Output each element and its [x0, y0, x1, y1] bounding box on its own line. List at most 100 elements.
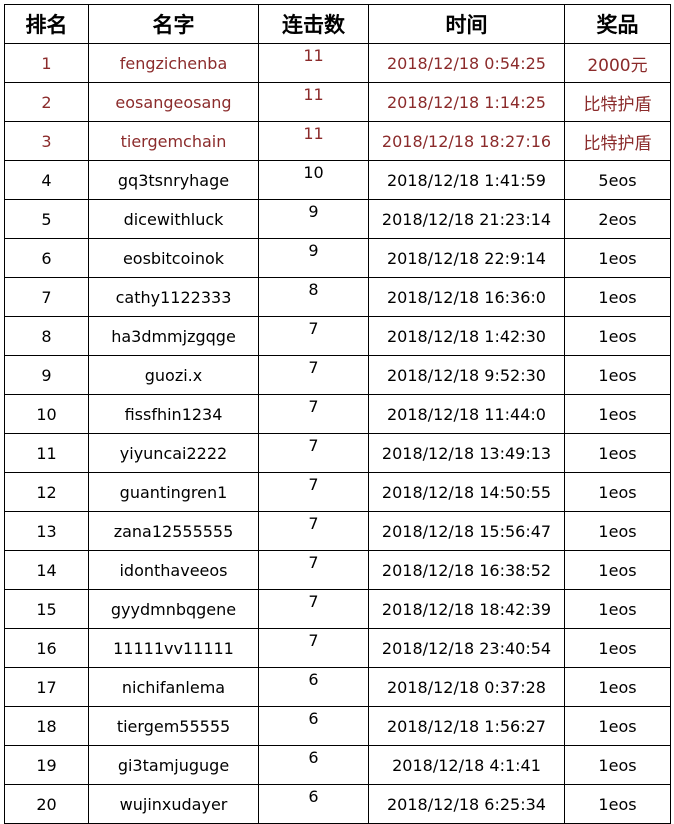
- table-row: 8 ha3dmmjzgqge 7 2018/12/18 1:42:30 1eos: [4, 316, 671, 356]
- name-cell: eosangeosang: [88, 82, 259, 122]
- name-cell: fengzichenba: [88, 43, 259, 83]
- prize-cell: 比特护盾: [564, 121, 671, 161]
- prize-cell: 2000元: [564, 43, 671, 83]
- table-row: 11 yiyuncai2222 7 2018/12/18 13:49:13 1eos: [4, 433, 671, 473]
- table-row: 3 tiergemchain 11 2018/12/18 18:27:16 比特护盾: [4, 121, 671, 161]
- prize-cell: 1eos: [564, 589, 671, 629]
- prize-cell: 1eos: [564, 745, 671, 785]
- rank-cell: 2: [4, 82, 89, 122]
- streak-cell: 7: [258, 394, 369, 434]
- table-body: 1 fengzichenba 11 2018/12/18 0:54:25 2000元 2 e…: [4, 43, 671, 824]
- streak-cell: 11: [258, 43, 369, 83]
- time-cell: 2018/12/18 15:56:47: [368, 511, 565, 551]
- time-cell: 2018/12/18 14:50:55: [368, 472, 565, 512]
- time-cell: 2018/12/18 23:40:54: [368, 628, 565, 668]
- prize-cell: 1eos: [564, 238, 671, 278]
- time-cell: 2018/12/18 1:42:30: [368, 316, 565, 356]
- table-row: 20 wujinxudayer 6 2018/12/18 6:25:34 1eos: [4, 784, 671, 824]
- rank-cell: 1: [4, 43, 89, 83]
- streak-cell: 10: [258, 160, 369, 200]
- rank-cell: 15: [4, 589, 89, 629]
- rank-cell: 18: [4, 706, 89, 746]
- time-cell: 2018/12/18 13:49:13: [368, 433, 565, 473]
- time-cell: 2018/12/18 18:42:39: [368, 589, 565, 629]
- ranking-table: 排名 名字 连击数 时间 奖品 1 fengzichenba 11 2018/12/1…: [4, 4, 671, 824]
- table-row: 15 gyydmnbqgene 7 2018/12/18 18:42:39 1eos: [4, 589, 671, 629]
- streak-cell: 9: [258, 199, 369, 239]
- name-cell: tiergemchain: [88, 121, 259, 161]
- name-cell: gq3tsnryhage: [88, 160, 259, 200]
- name-cell: fissfhin1234: [88, 394, 259, 434]
- rank-cell: 16: [4, 628, 89, 668]
- table-row: 6 eosbitcoinok 9 2018/12/18 22:9:14 1eos: [4, 238, 671, 278]
- rank-cell: 9: [4, 355, 89, 395]
- name-cell: guozi.x: [88, 355, 259, 395]
- time-cell: 2018/12/18 1:41:59: [368, 160, 565, 200]
- header-name: 名字: [88, 4, 259, 44]
- rank-cell: 19: [4, 745, 89, 785]
- streak-cell: 6: [258, 667, 369, 707]
- rank-cell: 11: [4, 433, 89, 473]
- time-cell: 2018/12/18 1:14:25: [368, 82, 565, 122]
- time-cell: 2018/12/18 16:36:0: [368, 277, 565, 317]
- table-row: 12 guantingren1 7 2018/12/18 14:50:55 1eos: [4, 472, 671, 512]
- table-row: 13 zana12555555 7 2018/12/18 15:56:47 1eos: [4, 511, 671, 551]
- prize-cell: 1eos: [564, 355, 671, 395]
- table-row: 2 eosangeosang 11 2018/12/18 1:14:25 比特护盾: [4, 82, 671, 122]
- streak-cell: 11: [258, 121, 369, 161]
- rank-cell: 13: [4, 511, 89, 551]
- name-cell: gyydmnbqgene: [88, 589, 259, 629]
- name-cell: gi3tamjuguge: [88, 745, 259, 785]
- streak-cell: 6: [258, 784, 369, 824]
- name-cell: cathy1122333: [88, 277, 259, 317]
- prize-cell: 5eos: [564, 160, 671, 200]
- prize-cell: 1eos: [564, 628, 671, 668]
- header-rank: 排名: [4, 4, 89, 44]
- rank-cell: 5: [4, 199, 89, 239]
- name-cell: dicewithluck: [88, 199, 259, 239]
- table-row: 16 11111vv11111 7 2018/12/18 23:40:54 1eos: [4, 628, 671, 668]
- header-prize: 奖品: [564, 4, 671, 44]
- time-cell: 2018/12/18 16:38:52: [368, 550, 565, 590]
- prize-cell: 1eos: [564, 472, 671, 512]
- rank-cell: 7: [4, 277, 89, 317]
- table-row: 9 guozi.x 7 2018/12/18 9:52:30 1eos: [4, 355, 671, 395]
- time-cell: 2018/12/18 1:56:27: [368, 706, 565, 746]
- time-cell: 2018/12/18 21:23:14: [368, 199, 565, 239]
- table-row: 17 nichifanlema 6 2018/12/18 0:37:28 1eos: [4, 667, 671, 707]
- time-cell: 2018/12/18 11:44:0: [368, 394, 565, 434]
- prize-cell: 1eos: [564, 667, 671, 707]
- rank-cell: 6: [4, 238, 89, 278]
- header-row: 排名 名字 连击数 时间 奖品: [4, 4, 671, 44]
- table-row: 7 cathy1122333 8 2018/12/18 16:36:0 1eos: [4, 277, 671, 317]
- streak-cell: 7: [258, 511, 369, 551]
- time-cell: 2018/12/18 0:37:28: [368, 667, 565, 707]
- table-row: 1 fengzichenba 11 2018/12/18 0:54:25 2000元: [4, 43, 671, 83]
- name-cell: ha3dmmjzgqge: [88, 316, 259, 356]
- rank-cell: 8: [4, 316, 89, 356]
- name-cell: tiergem55555: [88, 706, 259, 746]
- streak-cell: 7: [258, 472, 369, 512]
- streak-cell: 7: [258, 589, 369, 629]
- streak-cell: 7: [258, 433, 369, 473]
- prize-cell: 1eos: [564, 784, 671, 824]
- rank-cell: 10: [4, 394, 89, 434]
- rank-cell: 17: [4, 667, 89, 707]
- rank-cell: 12: [4, 472, 89, 512]
- streak-cell: 7: [258, 316, 369, 356]
- name-cell: nichifanlema: [88, 667, 259, 707]
- name-cell: idonthaveeos: [88, 550, 259, 590]
- prize-cell: 2eos: [564, 199, 671, 239]
- name-cell: zana12555555: [88, 511, 259, 551]
- time-cell: 2018/12/18 9:52:30: [368, 355, 565, 395]
- header-streak: 连击数: [258, 4, 369, 44]
- rank-cell: 3: [4, 121, 89, 161]
- prize-cell: 1eos: [564, 550, 671, 590]
- streak-cell: 6: [258, 706, 369, 746]
- name-cell: eosbitcoinok: [88, 238, 259, 278]
- streak-cell: 7: [258, 355, 369, 395]
- streak-cell: 9: [258, 238, 369, 278]
- time-cell: 2018/12/18 4:1:41: [368, 745, 565, 785]
- streak-cell: 7: [258, 628, 369, 668]
- table-row: 18 tiergem55555 6 2018/12/18 1:56:27 1eos: [4, 706, 671, 746]
